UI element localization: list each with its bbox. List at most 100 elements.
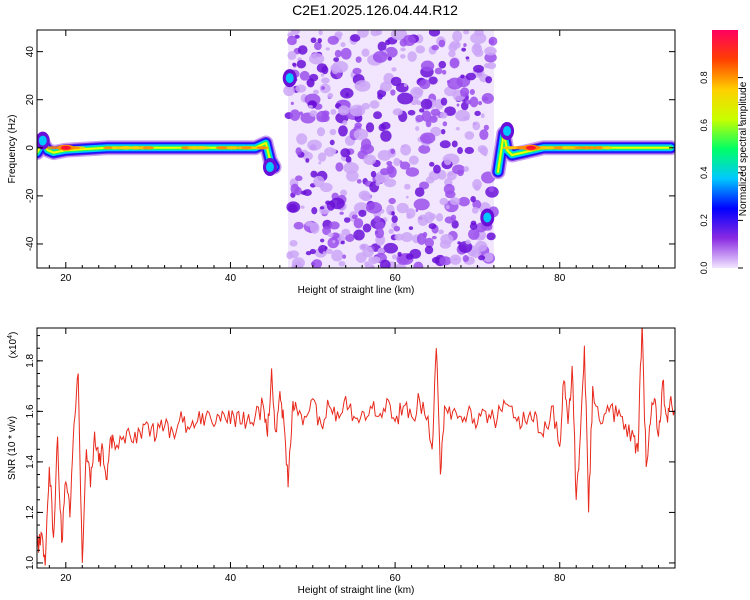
edge-blob-core	[285, 73, 294, 84]
noise-blob	[290, 183, 300, 195]
noise-blob	[329, 128, 337, 136]
noise-blob	[478, 255, 486, 261]
noise-blob	[309, 73, 319, 82]
noise-blob	[464, 131, 475, 140]
noise-blob	[338, 125, 348, 137]
noise-blob	[400, 47, 406, 52]
noise-blob	[469, 88, 475, 96]
noise-blob	[480, 235, 485, 240]
noise-blob	[471, 43, 483, 56]
ridge-fleck	[103, 146, 113, 150]
x-tick-label: 60	[390, 273, 402, 284]
noise-blob	[438, 60, 447, 69]
noise-blob	[409, 248, 422, 259]
ridge-fleck	[240, 146, 252, 150]
noise-blob	[363, 154, 377, 165]
hot-spot-core	[525, 145, 536, 150]
noise-blob	[309, 222, 320, 234]
noise-blob	[330, 197, 345, 210]
noise-blob	[313, 89, 319, 95]
noise-blob	[388, 197, 396, 205]
noise-blob	[455, 127, 460, 131]
colorbar-tick-label: 0.4	[699, 167, 709, 180]
noise-blob	[397, 251, 402, 257]
noise-blob	[334, 31, 343, 38]
noise-blob	[369, 100, 380, 109]
colorbar-label: Normalized spectral amplitude	[738, 81, 749, 216]
noise-blob	[368, 256, 379, 265]
edge-blob-core	[503, 125, 512, 136]
ridge-fleck	[226, 146, 239, 150]
noise-blob	[465, 72, 477, 81]
noise-blob	[474, 184, 481, 191]
colorbar: 0.0 0.2 0.4 0.6 0.8 Normalized spectral ampl…	[699, 30, 749, 274]
noise-blob	[283, 85, 295, 97]
noise-blob	[433, 164, 441, 174]
noise-blob	[332, 239, 336, 244]
noise-blob	[407, 109, 416, 116]
noise-blob	[291, 30, 300, 36]
y-tick-label: 40	[25, 46, 36, 58]
noise-blob	[457, 146, 463, 155]
snr-panel: 20 40 60 80 1.0 1.2 1.4 1.6 1.8 Height of straig…	[7, 327, 676, 596]
noise-blob	[399, 161, 411, 170]
noise-blob	[446, 80, 451, 84]
noise-blob	[289, 109, 301, 121]
noise-blob	[373, 215, 381, 223]
ridge-fleck	[602, 146, 613, 150]
noise-blob	[460, 74, 465, 79]
noise-blob	[465, 58, 470, 62]
noise-blob	[380, 81, 392, 92]
ridge-fleck	[544, 146, 555, 150]
x-tick-label: 40	[225, 573, 237, 584]
noise-blob	[316, 127, 326, 137]
noise-blob	[291, 261, 304, 268]
noise-blob	[333, 57, 340, 62]
noise-blob	[408, 155, 419, 165]
noise-blob	[470, 195, 476, 203]
noise-blob	[316, 63, 328, 73]
noise-blob	[365, 201, 383, 214]
noise-blob	[443, 157, 452, 166]
noise-blob	[331, 65, 341, 75]
noise-blob	[360, 138, 372, 151]
noise-blob	[393, 225, 401, 232]
noise-blob	[420, 60, 435, 72]
noise-blob	[359, 81, 366, 87]
noise-blob	[388, 228, 394, 234]
noise-blob	[338, 260, 346, 267]
noise-blob	[319, 83, 331, 94]
noise-blob	[377, 247, 385, 254]
noise-blob	[488, 36, 498, 46]
ridge-fleck	[256, 146, 268, 150]
noise-blob	[463, 115, 470, 121]
noise-blob	[342, 120, 348, 126]
noise-blob	[295, 84, 307, 93]
noise-blob	[384, 46, 398, 58]
noise-blob	[308, 104, 314, 109]
noise-blob	[401, 231, 413, 243]
noise-blob	[413, 261, 424, 268]
ridge-fleck	[180, 146, 189, 150]
colorbar-tick-label: 0.6	[699, 119, 709, 132]
noise-blob	[387, 56, 392, 61]
noise-blob	[365, 122, 375, 133]
noise-blob	[463, 30, 470, 35]
noise-blob	[296, 59, 307, 69]
noise-blob	[360, 193, 372, 202]
noise-blob	[419, 108, 425, 113]
noise-blob	[479, 129, 489, 141]
noise-blob	[342, 254, 347, 259]
noise-blob	[419, 181, 430, 190]
noise-blob	[352, 67, 362, 75]
noise-blob	[392, 108, 403, 116]
noise-blob	[320, 238, 325, 243]
noise-blob	[463, 166, 470, 172]
noise-blob	[287, 51, 297, 60]
noise-blob	[325, 47, 330, 51]
noise-blob	[452, 30, 463, 42]
noise-blob	[327, 92, 334, 99]
noise-blob	[354, 122, 363, 128]
spectrogram-x-axis-label: Height of straight line (km)	[298, 285, 415, 296]
